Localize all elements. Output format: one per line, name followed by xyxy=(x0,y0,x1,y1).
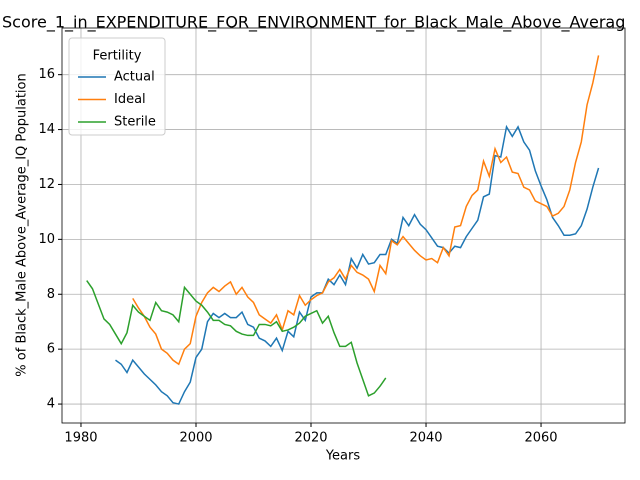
legend-box xyxy=(68,37,166,136)
chart-title: Score_1_in_EXPENDITURE_FOR_ENVIRONMENT_f… xyxy=(2,13,625,33)
x-tick-label: 2060 xyxy=(524,431,557,446)
legend-label: Ideal xyxy=(114,92,146,107)
y-tick-label: 8 xyxy=(47,287,55,302)
x-tick-label: 2020 xyxy=(294,431,327,446)
line xyxy=(86,280,387,397)
legend-label: Sterile xyxy=(114,115,156,130)
y-tick-label: 6 xyxy=(47,342,55,357)
legend-label: Actual xyxy=(114,70,155,85)
plot-frame xyxy=(61,27,626,424)
x-tick-label: 2000 xyxy=(179,431,212,446)
y-tick-label: 4 xyxy=(47,397,55,412)
y-tick-label: 12 xyxy=(38,177,55,192)
y-tick-label: 16 xyxy=(38,67,55,82)
line xyxy=(132,55,600,366)
legend-title: Fertility xyxy=(93,49,142,64)
y-tick-label: 10 xyxy=(38,232,55,247)
x-tick-label: 2040 xyxy=(409,431,442,446)
x-axis-label: Years xyxy=(325,449,361,464)
y-tick-label: 14 xyxy=(38,122,55,137)
x-tick-label: 1980 xyxy=(64,431,97,446)
line xyxy=(115,124,600,405)
y-axis-label: % of Black_Male Above_Average_IQ Populat… xyxy=(15,73,30,376)
